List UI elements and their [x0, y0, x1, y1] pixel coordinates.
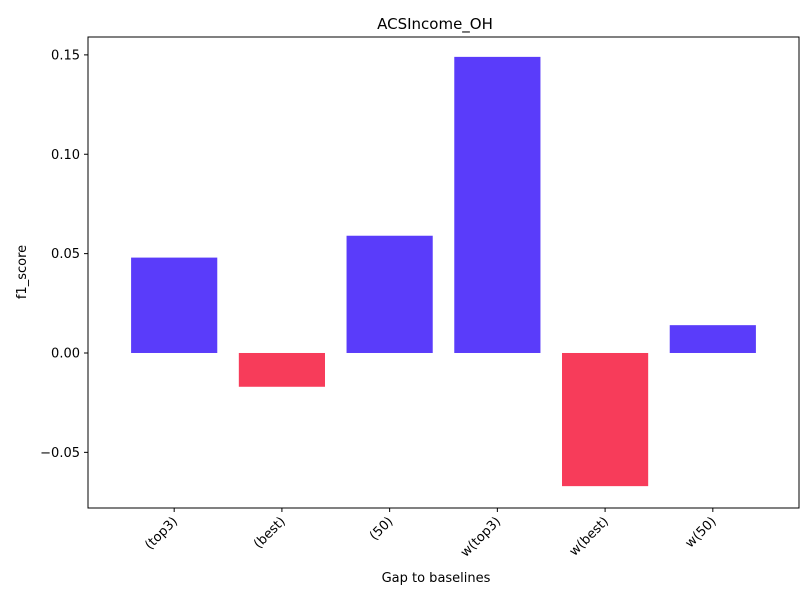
bars — [131, 56, 756, 487]
x-tick-label: (50) — [367, 514, 396, 543]
bar-wbest — [562, 352, 649, 487]
plot-frame — [87, 36, 800, 509]
x-axis-label: Gap to baselines — [382, 571, 491, 586]
x-tick-label: (best) — [251, 514, 289, 552]
y-axis-label: f1_score — [15, 245, 30, 299]
x-tick-label: w(best) — [567, 514, 612, 559]
y-tick-label: 0.10 — [51, 148, 80, 163]
y-tick-label: −0.05 — [40, 446, 80, 461]
y-axis: −0.05 0.00 0.05 0.10 0.15 — [40, 48, 88, 461]
bar-wtop3 — [454, 56, 541, 353]
bar-w50 — [669, 325, 756, 353]
x-tick-label: w(top3) — [458, 514, 504, 560]
chart-title: ACSIncome_OH — [377, 15, 493, 34]
x-tick-label: w(50) — [683, 514, 720, 551]
bar-top3 — [131, 257, 218, 353]
bar-best — [238, 352, 325, 387]
bar-50 — [346, 235, 433, 353]
x-tick-label: (top3) — [142, 514, 181, 553]
x-axis: (top3) (best) (50) w(top3) w(best) w(50) — [142, 508, 720, 560]
y-tick-label: 0.05 — [51, 247, 80, 262]
y-tick-label: 0.15 — [51, 48, 80, 63]
y-tick-label: 0.00 — [51, 346, 80, 361]
